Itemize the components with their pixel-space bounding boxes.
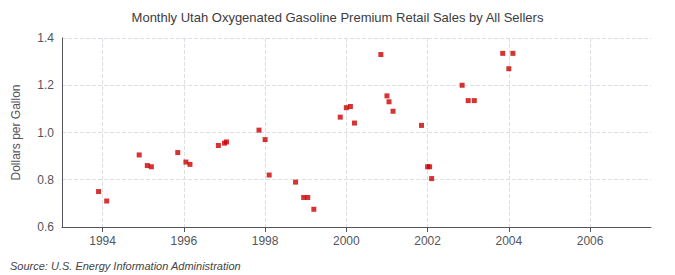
- svg-text:1.2: 1.2: [37, 78, 54, 92]
- svg-text:1.4: 1.4: [37, 31, 54, 45]
- svg-text:0.8: 0.8: [37, 173, 54, 187]
- svg-text:2000: 2000: [333, 234, 360, 248]
- svg-text:2002: 2002: [414, 234, 441, 248]
- svg-text:1998: 1998: [252, 234, 279, 248]
- svg-text:Monthly Utah Oxygenated Gasoli: Monthly Utah Oxygenated Gasoline Premium…: [132, 10, 544, 25]
- svg-text:1994: 1994: [89, 234, 116, 248]
- svg-text:0.6: 0.6: [37, 220, 54, 234]
- svg-text:2006: 2006: [577, 234, 604, 248]
- svg-text:2004: 2004: [495, 234, 522, 248]
- svg-text:Source: U.S. Energy Informatio: Source: U.S. Energy Information Administ…: [10, 260, 241, 272]
- svg-text:Dollars per Gallon: Dollars per Gallon: [9, 84, 23, 180]
- svg-text:1.0: 1.0: [37, 126, 54, 140]
- svg-text:1996: 1996: [171, 234, 198, 248]
